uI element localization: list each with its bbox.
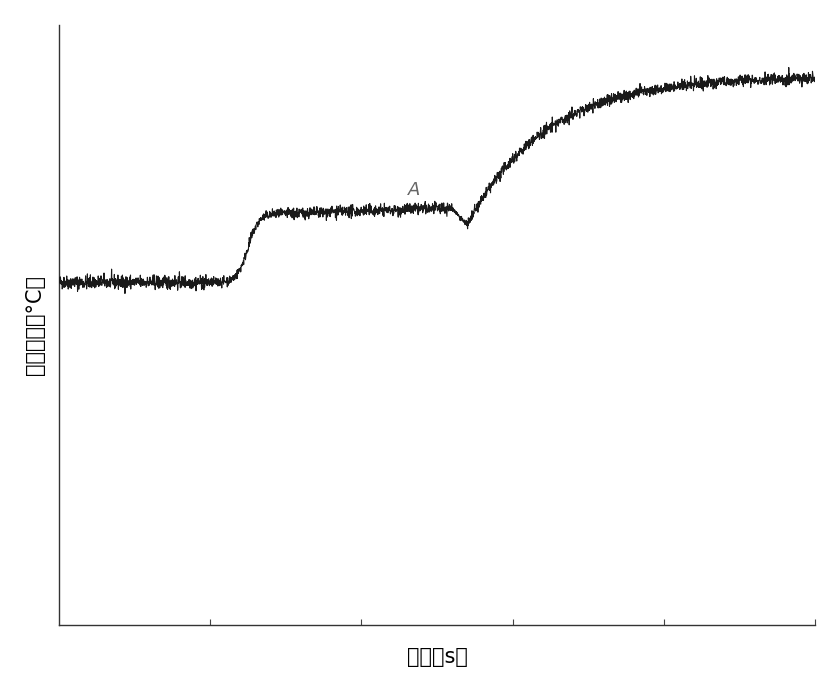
Y-axis label: 电堆温度（°C）: 电堆温度（°C） — [25, 275, 45, 375]
X-axis label: 时间（s）: 时间（s） — [407, 647, 467, 667]
Text: A: A — [408, 181, 421, 199]
